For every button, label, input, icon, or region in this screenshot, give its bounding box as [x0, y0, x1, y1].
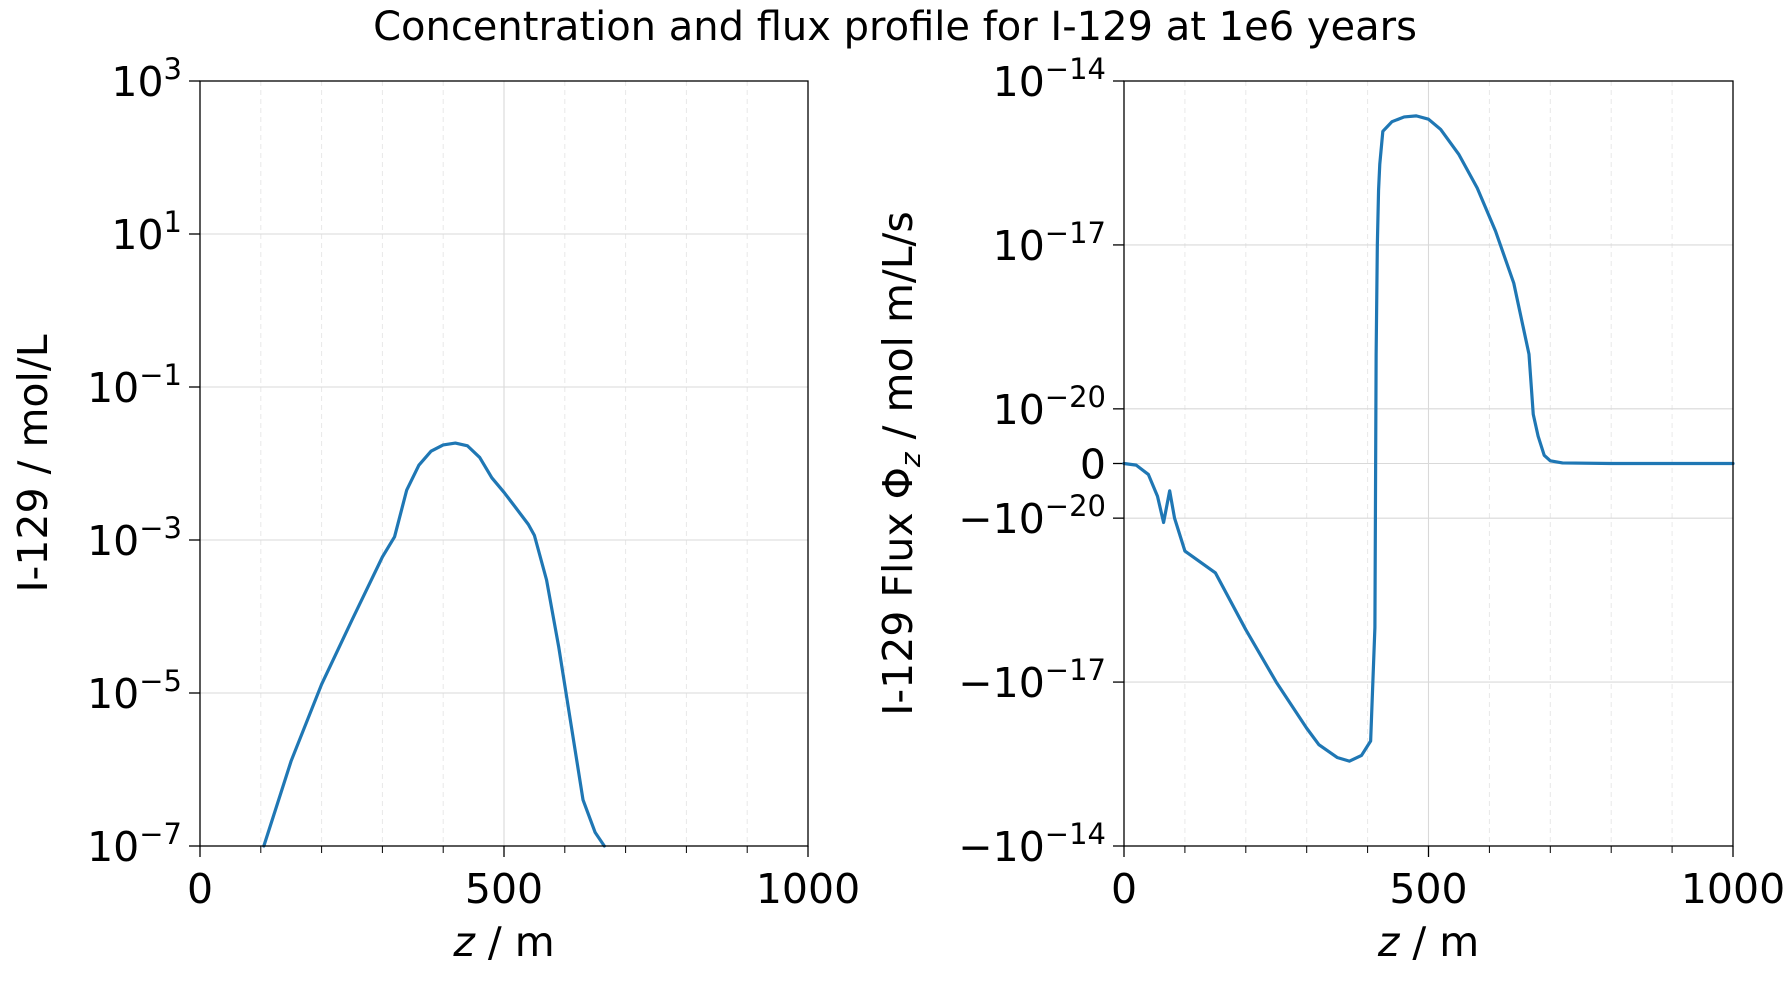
- flux-y-tick-label: 10−17: [993, 216, 1106, 270]
- concentration-plot-frame: [199, 80, 809, 847]
- flux-y-axis-label-unit: / mol m/L/s: [874, 211, 922, 452]
- flux-y-tick-label: −10−20: [958, 489, 1106, 543]
- concentration-x-tick-label: 500: [465, 865, 543, 913]
- flux-x-tick-label: 500: [1389, 865, 1467, 913]
- concentration-line: [262, 441, 606, 848]
- concentration-y-tick-label: 103: [111, 52, 182, 106]
- concentration-grid: [200, 81, 808, 846]
- flux-line: [1122, 114, 1735, 763]
- concentration-ticks: [189, 80, 809, 857]
- flux-y-tick-label: 0: [1080, 441, 1106, 489]
- concentration-y-tick-label: 10−1: [87, 358, 182, 412]
- flux-ticks: [1113, 80, 1734, 857]
- flux-y-axis-label-sub: z: [894, 451, 927, 468]
- concentration-y-tick-label: 10−7: [87, 817, 182, 871]
- figure-title: Concentration and flux profile for I-129…: [373, 4, 1417, 50]
- flux-chart: 0 500 1000−10−14−10−17−10−20010−2010−1710−…: [874, 52, 1785, 966]
- flux-plot-frame: [1123, 80, 1734, 847]
- flux-x-axis-label-var: z: [1377, 918, 1401, 966]
- concentration-x-axis-label-unit: / m: [475, 918, 555, 966]
- flux-tick-labels: 0 500 1000−10−14−10−17−10−20010−2010−1710−…: [958, 52, 1785, 913]
- flux-y-tick-label: 10−20: [993, 380, 1106, 434]
- flux-y-axis-label: I-129 Flux Φz / mol m/L/s: [874, 211, 927, 716]
- concentration-chart: 0 500 1000 10−7 10−5 10−3 10−1 101 103 z / m I-1…: [9, 52, 860, 966]
- flux-y-tick-label: −10−17: [958, 653, 1106, 707]
- concentration-y-axis-label: I-129 / mol/L: [9, 334, 57, 592]
- flux-y-tick-label: 10−14: [993, 52, 1106, 106]
- flux-x-tick-label: 1000: [1681, 865, 1785, 913]
- concentration-y-tick-label: 101: [111, 205, 182, 259]
- concentration-x-axis-label: z / m: [452, 918, 554, 966]
- flux-x-tick-label: 0: [1111, 865, 1137, 913]
- concentration-y-tick-label: 10−5: [87, 664, 182, 718]
- flux-y-tick-label: −10−14: [958, 817, 1106, 871]
- concentration-tick-labels: 0 500 1000 10−7 10−5 10−3 10−1 101 103: [87, 52, 860, 913]
- flux-x-axis-label-unit: / m: [1399, 918, 1479, 966]
- concentration-x-axis-label-var: z: [452, 918, 476, 966]
- flux-x-axis-label: z / m: [1377, 918, 1479, 966]
- concentration-y-tick-label: 10−3: [87, 511, 182, 565]
- flux-y-axis-label-main: I-129 Flux Φ: [874, 467, 922, 716]
- concentration-x-tick-label: 1000: [756, 865, 860, 913]
- concentration-x-tick-label: 0: [187, 865, 213, 913]
